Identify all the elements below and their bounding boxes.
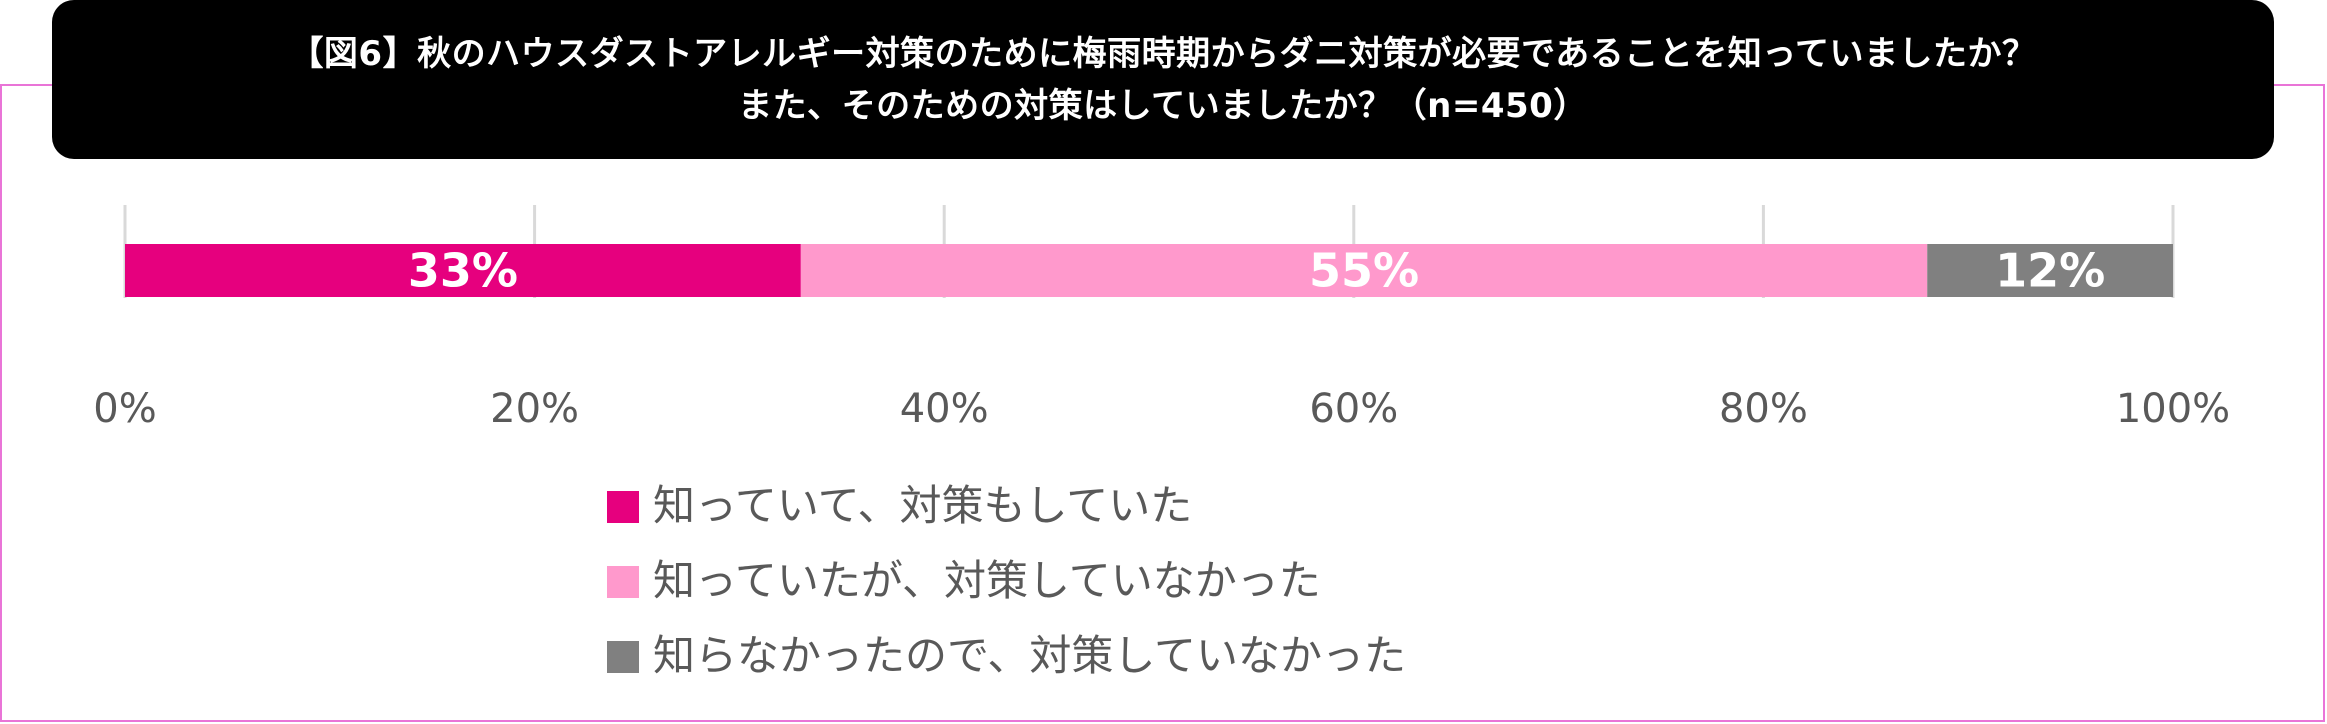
x-tick-label: 40% bbox=[900, 386, 989, 432]
chart-title-line-2: また、そのための対策はしていましたか？（n=450） bbox=[738, 85, 1588, 126]
data-labels: 33% 55% 12% bbox=[408, 244, 2105, 298]
legend-item-did-not-know: 知らなかったので、対策していなかった bbox=[607, 615, 1406, 690]
x-tick-label: 20% bbox=[490, 386, 579, 432]
legend-label: 知っていて、対策もしていた bbox=[653, 481, 1193, 530]
x-tick-label: 60% bbox=[1309, 386, 1398, 432]
chart-legend: 知っていて、対策もしていた 知っていたが、対策していなかった 知らなかったので、… bbox=[607, 465, 1406, 690]
x-tick-label: 100% bbox=[2116, 386, 2230, 432]
chart-title-line-1: 【図6】秋のハウスダストアレルギー対策のために梅雨時期からダニ対策が必要であるこ… bbox=[289, 33, 2037, 74]
legend-swatch bbox=[607, 640, 639, 673]
legend-item-knew-and-acted: 知っていて、対策もしていた bbox=[607, 465, 1406, 540]
data-label: 33% bbox=[408, 244, 518, 298]
x-axis-tick-labels: 0% 20% 40% 60% 80% 100% bbox=[93, 386, 2230, 432]
bar-segments bbox=[125, 244, 2173, 297]
chart-title-box: 【図6】秋のハウスダストアレルギー対策のために梅雨時期からダニ対策が必要であるこ… bbox=[52, 0, 2274, 159]
bar-segment bbox=[800, 244, 1928, 297]
legend-swatch bbox=[607, 565, 639, 598]
bar-segment bbox=[125, 244, 801, 297]
bar-segment bbox=[1927, 244, 2173, 297]
legend-label: 知っていたが、対策していなかった bbox=[653, 556, 1321, 605]
legend-swatch bbox=[607, 490, 639, 523]
data-label: 55% bbox=[1309, 244, 1419, 298]
legend-item-knew-no-action: 知っていたが、対策していなかった bbox=[607, 540, 1406, 615]
data-label: 12% bbox=[1995, 244, 2105, 298]
x-tick-label: 80% bbox=[1719, 386, 1808, 432]
legend-label: 知らなかったので、対策していなかった bbox=[653, 631, 1407, 680]
x-tick-label: 0% bbox=[93, 386, 156, 432]
